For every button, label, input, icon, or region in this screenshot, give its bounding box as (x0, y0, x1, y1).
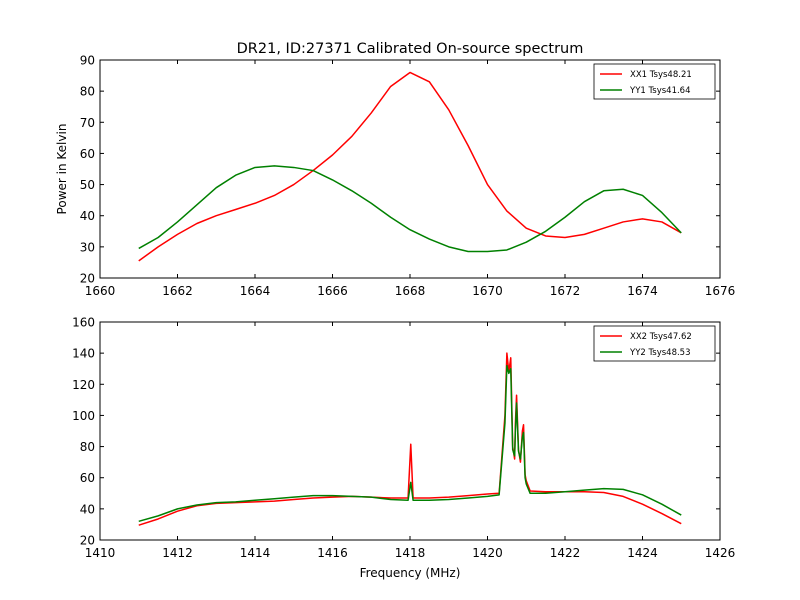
y-tick-label: 70 (80, 116, 95, 130)
legend-label-2: YY2 Tsys48.53 (629, 348, 691, 358)
top-panel: 1660 1662 1664 1666 1668 1670 1672 1674 1676 20 30… (55, 54, 735, 299)
legend-box (593, 63, 716, 100)
y-tick-label: 90 (80, 54, 95, 68)
x-tick-label: 1676 (705, 284, 736, 298)
y-tick-label: 80 (80, 85, 95, 99)
series-line-1 (138, 71, 682, 262)
legend-label-1: XX2 Tsys47.62 (630, 332, 692, 342)
bottom-panel: 1410 1412 1414 1416 1418 1420 1422 1424 1426 20 40… (72, 316, 735, 581)
y-tick-label: 120 (72, 378, 95, 392)
y-tick-label: 20 (80, 534, 95, 548)
x-tick-label: 1670 (472, 284, 503, 298)
x-tick-label: 1412 (162, 546, 193, 560)
y-tick-label: 50 (80, 178, 95, 192)
y-tick-label: 60 (80, 471, 95, 485)
y-tick-label: 40 (80, 209, 95, 223)
x-tick-label: 1422 (550, 546, 581, 560)
x-tick-label: 1416 (317, 546, 348, 560)
y-tick-label: 30 (80, 240, 95, 254)
legend: XX1 Tsys48.21 YY1 Tsys41.64 (593, 63, 716, 100)
y-tick-label: 140 (72, 347, 95, 361)
x-tick-label: 1410 (85, 546, 116, 560)
x-tick-label: 1418 (395, 546, 426, 560)
x-tick-label: 1426 (705, 546, 736, 560)
y-tick-label: 100 (72, 409, 95, 423)
y-tick-label: 80 (80, 440, 95, 454)
y-tick-label: 20 (80, 272, 95, 286)
x-tick-label: 1662 (162, 284, 193, 298)
series-line-2 (138, 165, 682, 253)
x-tick-label: 1660 (85, 284, 116, 298)
x-tick-label: 1672 (550, 284, 581, 298)
x-tick-label: 1666 (317, 284, 348, 298)
legend-label-1: XX1 Tsys48.21 (630, 70, 692, 80)
x-tick-label: 1668 (395, 284, 426, 298)
x-tick-label: 1664 (240, 284, 271, 298)
x-axis-label: Frequency (MHz) (360, 566, 461, 580)
series-line-2 (138, 364, 682, 523)
legend: XX2 Tsys47.62 YY2 Tsys48.53 (593, 325, 716, 362)
y-axis-label: Power in Kelvin (55, 124, 69, 215)
y-tick-label: 60 (80, 147, 95, 161)
x-tick-label: 1420 (472, 546, 503, 560)
x-tick-label: 1424 (627, 546, 658, 560)
legend-box (593, 325, 716, 362)
y-tick-label: 160 (72, 316, 95, 330)
legend-label-2: YY1 Tsys41.64 (629, 86, 691, 96)
x-tick-label: 1414 (240, 546, 271, 560)
y-tick-label: 40 (80, 502, 95, 516)
chart-title: DR21, ID:27371 Calibrated On-source spec… (237, 41, 584, 57)
x-tick-label: 1674 (627, 284, 658, 298)
